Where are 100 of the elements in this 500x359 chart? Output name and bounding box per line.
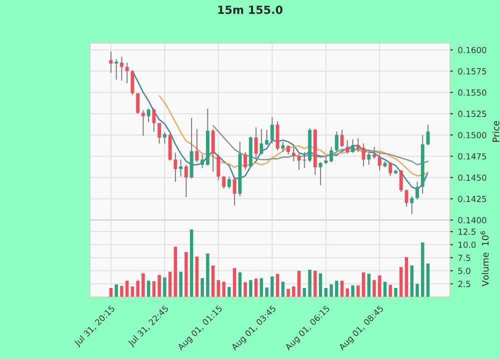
bar: [120, 286, 124, 297]
y-tick-label: 12.5: [458, 228, 476, 235]
candlestick: [318, 162, 322, 186]
bar: [281, 282, 285, 297]
bar: [163, 278, 166, 297]
bar: [114, 284, 118, 297]
candlestick: [174, 152, 178, 182]
y-tick-label: 0.1475: [458, 153, 486, 160]
candlestick: [216, 154, 220, 181]
bar: [378, 275, 382, 297]
y-tick-label: 0.1525: [458, 110, 486, 117]
candlestick: [372, 146, 376, 160]
bar: [174, 246, 178, 297]
chart-title: 15m 155.0: [218, 6, 282, 14]
candlestick: [125, 62, 129, 84]
candlestick: [254, 126, 258, 160]
bar: [372, 280, 376, 297]
bar: [232, 268, 236, 297]
candlestick: [227, 176, 231, 190]
bar: [383, 282, 387, 297]
bar: [340, 280, 344, 297]
bar: [270, 276, 274, 297]
bar: [211, 266, 215, 297]
y-axis-title: Price: [492, 121, 500, 142]
bar: [314, 270, 317, 297]
bar: [184, 252, 188, 297]
line-series: [158, 95, 429, 176]
bar: [190, 229, 194, 297]
y-tick-label: 0.1550: [458, 89, 486, 96]
bar: [330, 284, 333, 297]
candlestick: [302, 152, 306, 169]
candlestick: [286, 144, 290, 156]
candlestick: [162, 132, 166, 144]
candlestick: [222, 175, 226, 190]
bar: [168, 272, 172, 297]
candlestick: [351, 138, 354, 154]
bar: [244, 282, 247, 297]
bar: [410, 266, 414, 297]
bar: [367, 274, 370, 297]
y-tick-label: 0.1575: [458, 68, 486, 74]
candlestick: [114, 58, 118, 80]
bar: [416, 284, 419, 297]
candlestick: [146, 108, 150, 123]
bar: [146, 280, 150, 297]
bar: [276, 274, 280, 297]
candlestick: [109, 51, 113, 74]
bar: [216, 280, 220, 297]
candlestick: [232, 178, 236, 206]
candlestick: [130, 70, 134, 96]
bar: [228, 286, 231, 297]
candlestick: [416, 181, 419, 200]
candlestick: [388, 162, 392, 176]
y-tick-label: 0.1400: [458, 217, 486, 224]
bar: [400, 267, 403, 297]
candlestick: [346, 140, 350, 154]
candlestick: [195, 128, 199, 163]
candlestick: [184, 164, 188, 198]
candlestick: [265, 129, 269, 146]
candlestick: [200, 154, 204, 169]
bar: [254, 278, 258, 297]
bar: [206, 254, 210, 297]
bar: [292, 286, 296, 297]
bar: [265, 287, 268, 297]
candlestick: [270, 116, 274, 144]
candlestick: [330, 146, 333, 163]
bar: [297, 270, 301, 297]
bar: [179, 272, 182, 297]
y-tick-label: 2.5: [458, 280, 470, 288]
y-axis-title: Volume 10$^{6}$: [480, 231, 489, 286]
candlestick: [410, 196, 414, 215]
bar: [200, 278, 204, 297]
bar: [318, 273, 322, 297]
bar: [308, 270, 312, 297]
candlestick: [179, 159, 183, 178]
candlestick: [297, 153, 301, 170]
candlestick: [399, 169, 403, 192]
bar: [195, 256, 199, 297]
bar: [335, 280, 338, 297]
candlestick: [334, 131, 338, 152]
bar: [158, 274, 161, 297]
candlestick: [152, 108, 156, 132]
bar: [152, 281, 156, 297]
y-tick-label: 7.5: [458, 254, 470, 261]
candlestick: [211, 128, 215, 172]
bar: [394, 288, 398, 297]
bar: [249, 280, 252, 297]
candlestick: [244, 152, 248, 170]
candlestick: [356, 138, 360, 152]
candlestick: [260, 128, 264, 156]
bar: [426, 263, 430, 297]
candlestick: [378, 153, 382, 172]
candlestick: [367, 152, 371, 166]
bar: [362, 272, 366, 297]
bar: [142, 273, 145, 297]
y-tick-label: 10.0: [458, 242, 476, 248]
bar: [351, 285, 354, 297]
bar: [136, 280, 140, 297]
bar: [356, 285, 360, 297]
candlestick: [136, 92, 140, 114]
y-tick-label: 5.0: [458, 268, 470, 274]
